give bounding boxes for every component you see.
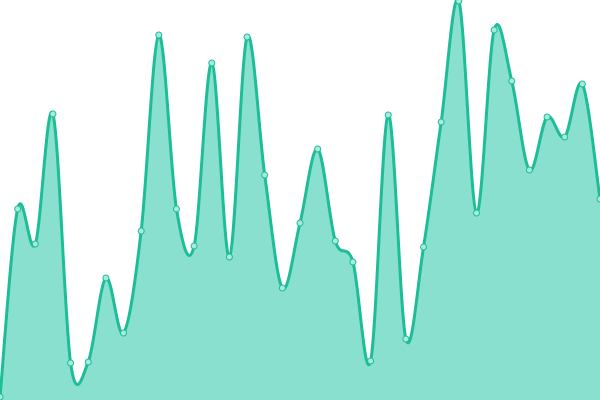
data-point-20 [349,258,357,266]
data-point-25 [437,118,445,126]
data-point-18 [314,145,322,153]
data-point-22 [384,111,392,119]
data-point-17 [296,219,304,227]
data-point-11 [190,242,198,250]
data-point-29 [508,77,516,85]
data-point-6 [102,274,110,282]
data-point-8 [137,227,145,235]
data-point-27 [472,209,480,217]
data-point-7 [120,329,128,337]
data-point-9 [155,31,163,39]
data-point-28 [490,26,498,34]
data-point-1 [14,205,22,213]
data-point-4 [67,359,75,367]
data-point-10 [172,205,180,213]
data-point-26 [455,0,463,5]
data-point-24 [420,243,428,251]
data-point-30 [525,166,533,174]
data-point-13 [225,253,233,261]
data-point-21 [367,357,375,365]
data-point-5 [84,358,92,366]
data-point-19 [331,237,339,245]
data-point-0 [0,393,4,400]
data-point-12 [208,59,216,67]
data-point-16 [278,284,286,292]
data-point-15 [261,171,269,179]
data-point-2 [31,240,39,248]
data-point-31 [543,113,551,121]
data-point-14 [243,33,251,41]
data-point-3 [49,110,57,118]
data-point-23 [402,335,410,343]
data-point-32 [561,133,569,141]
data-point-33 [578,80,586,88]
data-point-34 [596,195,600,203]
